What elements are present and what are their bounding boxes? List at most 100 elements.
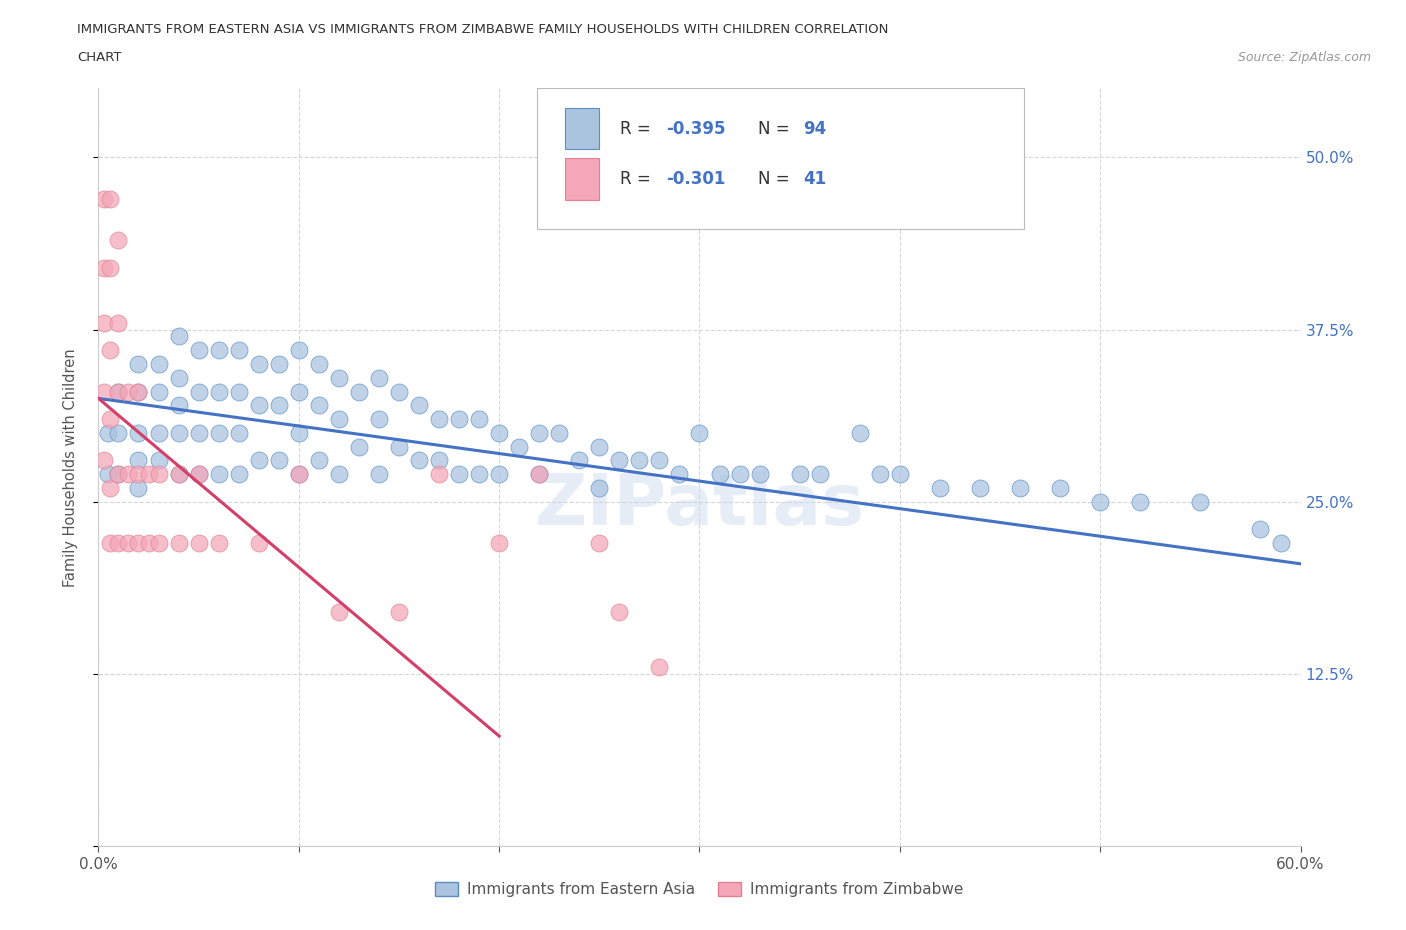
Point [100, 260, 122, 275]
Point [93, 384, 115, 399]
Point [167, 329, 190, 344]
Point [93, 260, 115, 275]
Point [267, 453, 290, 468]
Text: -0.395: -0.395 [666, 120, 725, 138]
Point [288, 343, 311, 358]
Point [138, 536, 160, 551]
Point [228, 467, 250, 482]
Point [388, 604, 411, 619]
Point [668, 467, 690, 482]
Point [107, 536, 129, 551]
Point [347, 384, 370, 399]
Point [368, 467, 391, 482]
Point [187, 384, 209, 399]
Text: R =: R = [620, 170, 657, 188]
Point [107, 232, 129, 247]
Point [187, 467, 209, 482]
Point [427, 412, 450, 427]
Point [427, 467, 450, 482]
Point [107, 467, 129, 482]
Text: 94: 94 [803, 120, 827, 138]
Point [588, 481, 610, 496]
Point [167, 467, 190, 482]
Point [288, 425, 311, 440]
Point [328, 412, 350, 427]
Point [488, 467, 510, 482]
Point [427, 453, 450, 468]
Point [488, 536, 510, 551]
Point [1250, 522, 1272, 537]
Point [1088, 495, 1111, 510]
Point [328, 467, 350, 482]
Point [107, 467, 129, 482]
Point [689, 425, 711, 440]
Point [609, 453, 631, 468]
FancyBboxPatch shape [537, 88, 1024, 229]
Point [128, 425, 150, 440]
Text: -0.301: -0.301 [666, 170, 725, 188]
Point [187, 536, 209, 551]
Point [117, 384, 139, 399]
Point [388, 384, 411, 399]
Point [100, 192, 122, 206]
Point [1049, 481, 1071, 496]
Point [247, 398, 270, 413]
Point [247, 536, 270, 551]
Point [588, 536, 610, 551]
Point [568, 453, 591, 468]
Point [447, 412, 470, 427]
Point [748, 467, 770, 482]
Text: Source: ZipAtlas.com: Source: ZipAtlas.com [1237, 51, 1371, 64]
Point [347, 439, 370, 454]
Point [148, 536, 170, 551]
Point [288, 384, 311, 399]
Point [529, 467, 551, 482]
Point [1129, 495, 1152, 510]
Point [1189, 495, 1212, 510]
Point [529, 467, 551, 482]
Point [468, 412, 491, 427]
Text: N =: N = [758, 120, 796, 138]
Point [508, 439, 530, 454]
Point [148, 384, 170, 399]
Point [308, 398, 330, 413]
Point [107, 425, 129, 440]
Point [368, 370, 391, 385]
Point [548, 425, 571, 440]
Point [228, 343, 250, 358]
Point [308, 453, 330, 468]
Text: N =: N = [758, 170, 796, 188]
Point [709, 467, 731, 482]
Point [187, 425, 209, 440]
Point [148, 356, 170, 371]
Point [969, 481, 991, 496]
Point [208, 536, 231, 551]
Point [93, 192, 115, 206]
Point [267, 356, 290, 371]
Point [100, 343, 122, 358]
Text: R =: R = [620, 120, 657, 138]
Text: ZIPatlas: ZIPatlas [534, 471, 865, 539]
Point [889, 467, 911, 482]
Point [117, 536, 139, 551]
Point [107, 384, 129, 399]
Point [107, 384, 129, 399]
Point [648, 453, 671, 468]
Point [408, 398, 430, 413]
Point [328, 370, 350, 385]
Point [93, 315, 115, 330]
Point [929, 481, 952, 496]
Point [100, 536, 122, 551]
Point [628, 453, 651, 468]
Point [388, 439, 411, 454]
Point [93, 453, 115, 468]
Point [488, 425, 510, 440]
Point [128, 467, 150, 482]
Point [468, 467, 491, 482]
Point [187, 343, 209, 358]
Point [368, 412, 391, 427]
Point [588, 439, 610, 454]
Point [97, 425, 120, 440]
Point [208, 425, 231, 440]
Point [117, 467, 139, 482]
